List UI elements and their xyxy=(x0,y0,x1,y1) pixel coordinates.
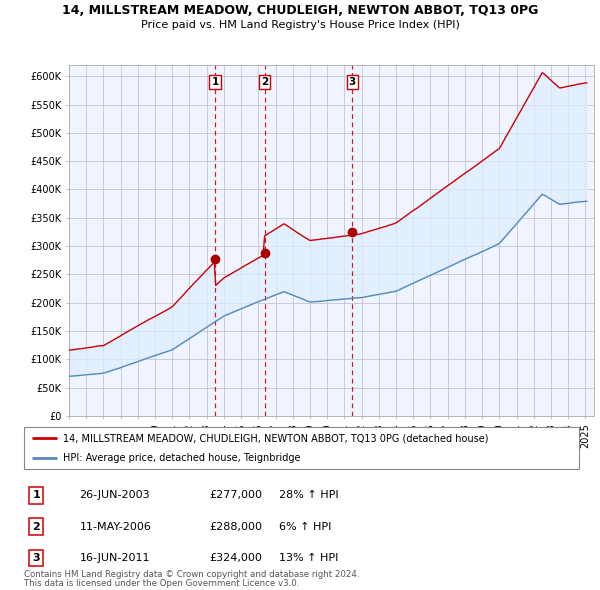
Text: 2: 2 xyxy=(261,77,268,87)
Text: Contains HM Land Registry data © Crown copyright and database right 2024.: Contains HM Land Registry data © Crown c… xyxy=(24,571,359,579)
Text: £277,000: £277,000 xyxy=(209,490,263,500)
Text: 13% ↑ HPI: 13% ↑ HPI xyxy=(280,553,338,563)
FancyBboxPatch shape xyxy=(24,427,579,469)
Text: 1: 1 xyxy=(212,77,219,87)
Text: 26-JUN-2003: 26-JUN-2003 xyxy=(79,490,150,500)
Text: 3: 3 xyxy=(32,553,40,563)
Text: HPI: Average price, detached house, Teignbridge: HPI: Average price, detached house, Teig… xyxy=(63,453,301,463)
Text: 11-MAY-2006: 11-MAY-2006 xyxy=(79,522,151,532)
Text: This data is licensed under the Open Government Licence v3.0.: This data is licensed under the Open Gov… xyxy=(24,579,299,588)
Text: £324,000: £324,000 xyxy=(210,553,263,563)
Text: 6% ↑ HPI: 6% ↑ HPI xyxy=(280,522,332,532)
Text: £288,000: £288,000 xyxy=(209,522,263,532)
Text: 16-JUN-2011: 16-JUN-2011 xyxy=(79,553,150,563)
Text: 1: 1 xyxy=(32,490,40,500)
Text: 14, MILLSTREAM MEADOW, CHUDLEIGH, NEWTON ABBOT, TQ13 0PG (detached house): 14, MILLSTREAM MEADOW, CHUDLEIGH, NEWTON… xyxy=(63,433,488,443)
Text: Price paid vs. HM Land Registry's House Price Index (HPI): Price paid vs. HM Land Registry's House … xyxy=(140,20,460,30)
Text: 2: 2 xyxy=(32,522,40,532)
Text: 14, MILLSTREAM MEADOW, CHUDLEIGH, NEWTON ABBOT, TQ13 0PG: 14, MILLSTREAM MEADOW, CHUDLEIGH, NEWTON… xyxy=(62,4,538,17)
Text: 3: 3 xyxy=(349,77,356,87)
Text: 28% ↑ HPI: 28% ↑ HPI xyxy=(280,490,339,500)
